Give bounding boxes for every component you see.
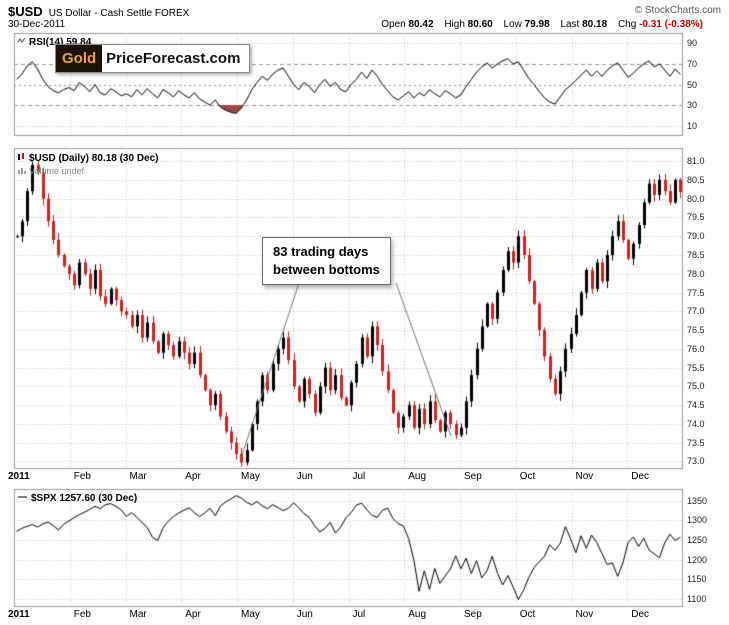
month-label: Dec <box>631 609 650 620</box>
month-label: Nov <box>575 471 594 482</box>
month-label: Sep <box>464 471 482 482</box>
last-value: 80.18 <box>582 19 608 30</box>
year-label: 2011 <box>8 609 30 620</box>
logo-rest-text: PriceForecast.com <box>102 45 250 72</box>
tick-label: 77.0 <box>687 306 705 317</box>
logo-gold-text: Gold <box>56 45 103 72</box>
chg-value: -0.31 (-0.38%) <box>639 19 703 30</box>
tick-label: 73.0 <box>687 456 705 467</box>
low-value: 79.98 <box>524 19 550 30</box>
tick-label: 73.5 <box>687 437 705 448</box>
tick-label: 1300 <box>687 515 708 526</box>
month-label: May <box>241 471 260 482</box>
gold-priceforecast-logo: Gold PriceForecast.com <box>55 44 251 73</box>
tick-label: 79.0 <box>687 231 705 242</box>
month-label: Jun <box>296 471 313 482</box>
main-label-text: $USD (Daily) 80.18 (30 Dec) <box>29 152 159 164</box>
month-label: Jun <box>296 609 313 620</box>
month-label: Apr <box>185 471 201 482</box>
tick-label: 81.0 <box>687 156 705 167</box>
tick-label: 1100 <box>687 594 707 605</box>
volume-label-text: Volume undef <box>29 166 85 176</box>
spx-label-text: $SPX 1257.60 (30 Dec) <box>31 492 138 504</box>
month-label: Feb <box>73 471 91 482</box>
year-label: 2011 <box>8 471 30 482</box>
symbol-description: US Dollar - Cash Settle FOREX <box>48 8 190 19</box>
annotation-callout: 83 trading days between bottoms <box>262 237 391 286</box>
tick-label: 1350 <box>687 495 708 506</box>
low-label: Low <box>503 19 522 30</box>
rsi-panel-label: RSI(14) 59.84 <box>17 36 91 48</box>
quote-line: Open 80.42 High 80.60 Low 79.98 Last 80.… <box>373 19 703 30</box>
candlestick-icon <box>17 152 26 164</box>
tick-label: 1250 <box>687 535 708 546</box>
high-value: 80.60 <box>467 19 493 30</box>
rsi-label-text: RSI(14) 59.84 <box>29 36 92 48</box>
copyright: © StockCharts.com <box>634 5 721 16</box>
tick-label: 1150 <box>687 574 707 585</box>
chg-label: Chg <box>617 19 637 30</box>
volume-label: Volume undef <box>17 166 84 176</box>
month-label: Mar <box>129 471 147 482</box>
month-label: May <box>241 609 260 620</box>
tick-label: 76.5 <box>687 325 705 336</box>
line-icon <box>17 492 28 504</box>
main-panel-label: $USD (Daily) 80.18 (30 Dec) <box>17 152 159 164</box>
month-label: Oct <box>519 471 536 482</box>
month-label: Feb <box>73 609 91 620</box>
open-label: Open <box>381 19 406 30</box>
header: $USD US Dollar - Cash Settle FOREX <box>8 3 189 21</box>
indicator-icon <box>17 36 26 48</box>
high-label: High <box>444 19 465 30</box>
month-label: Jul <box>352 609 366 620</box>
tick-label: 75.5 <box>687 362 705 373</box>
tick-label: 77.5 <box>687 287 705 298</box>
tick-label: 90 <box>687 38 698 49</box>
last-label: Last <box>560 19 580 30</box>
open-value: 80.42 <box>408 19 434 30</box>
symbol: $USD <box>8 4 43 19</box>
tick-label: 50 <box>687 79 698 90</box>
tick-label: 80.0 <box>687 193 705 204</box>
tick-label: 79.5 <box>687 212 705 223</box>
month-label: Jul <box>352 471 366 482</box>
month-label: Nov <box>575 609 594 620</box>
annotation-line1: 83 trading days <box>273 244 369 259</box>
tick-label: 10 <box>687 120 698 131</box>
tick-label: 78.5 <box>687 250 705 260</box>
tick-label: 70 <box>687 58 698 69</box>
month-label: Aug <box>408 471 427 482</box>
tick-label: 76.0 <box>687 343 705 354</box>
month-label: Mar <box>129 609 147 620</box>
chart-date: 30-Dec-2011 <box>8 19 66 30</box>
volume-icon <box>17 166 26 176</box>
month-label: Oct <box>519 609 536 620</box>
spx-panel-label: $SPX 1257.60 (30 Dec) <box>17 492 137 504</box>
month-label: Sep <box>464 609 482 620</box>
month-label: Apr <box>185 609 201 620</box>
month-label: Dec <box>631 471 650 482</box>
tick-label: 74.0 <box>687 418 705 429</box>
tick-label: 80.5 <box>687 174 705 185</box>
tick-label: 74.5 <box>687 400 705 411</box>
tick-label: 75.0 <box>687 381 705 392</box>
tick-label: 30 <box>687 100 698 111</box>
tick-label: 78.0 <box>687 268 705 279</box>
tick-label: 1200 <box>687 554 708 565</box>
month-label: Aug <box>408 609 427 620</box>
annotation-line2: between bottoms <box>273 262 380 278</box>
